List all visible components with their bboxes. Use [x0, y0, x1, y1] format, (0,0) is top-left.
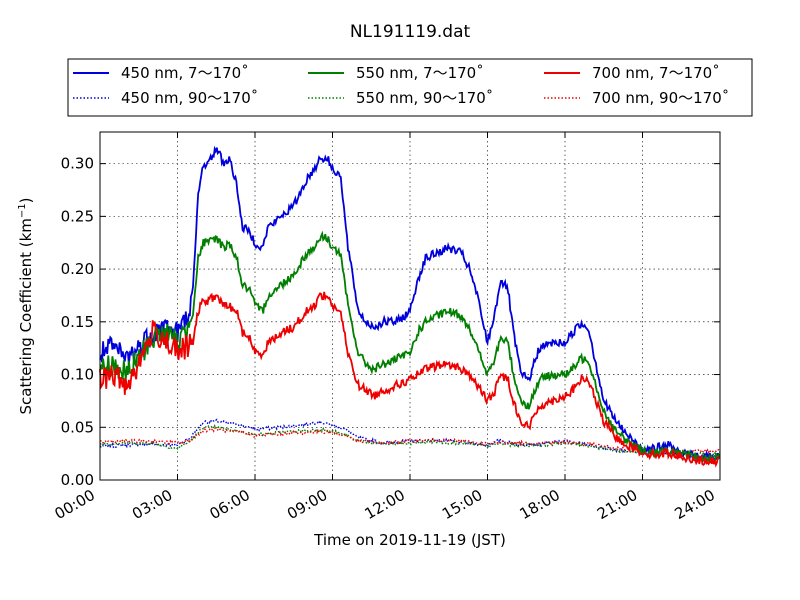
legend-box [67, 58, 753, 117]
legend-label: 450 nm, 90～170˚ [121, 89, 258, 107]
x-tick-label: 15:00 [439, 486, 485, 523]
x-axis-label: Time on 2019-11-19 (JST) [313, 531, 506, 549]
x-tick-label: 12:00 [362, 486, 408, 523]
y-tick-label: 0.10 [61, 366, 94, 384]
x-tick-label: 03:00 [129, 486, 175, 523]
y-axis-label: Scattering Coefficient (km−1) [17, 197, 35, 414]
y-tick-label: 0.15 [61, 313, 94, 331]
chart-title: NL191119.dat [350, 22, 471, 42]
x-tick-label: 18:00 [517, 486, 563, 523]
x-tick-label: 00:00 [52, 486, 98, 523]
y-tick-label: 0.25 [61, 207, 94, 225]
x-tick-label: 21:00 [594, 486, 640, 523]
y-axis-label-main: Scattering Coefficient (km [17, 218, 35, 414]
y-axis-label-sup: −1 [17, 203, 28, 218]
series-line [99, 230, 721, 464]
legend-label: 700 nm, 90～170˚ [592, 89, 729, 107]
series-line [99, 145, 721, 463]
legend-label: 700 nm, 7～170˚ [592, 64, 720, 82]
legend-label: 450 nm, 7～170˚ [121, 64, 249, 82]
chart-legend: 450 nm, 7～170˚ 550 nm, 7～170˚ 700 nm, 7～17… [67, 58, 753, 117]
x-tick-label: 06:00 [207, 486, 253, 523]
y-tick-label: 0.30 [61, 155, 94, 173]
legend-label: 550 nm, 90～170˚ [356, 89, 493, 107]
y-axis-label-end: ) [17, 197, 35, 203]
y-tick-label: 0.00 [61, 471, 94, 489]
y-tick-label: 0.20 [61, 260, 94, 278]
series-line [99, 291, 721, 468]
x-tick-label: 24:00 [672, 486, 718, 523]
series-line [99, 424, 721, 458]
legend-label: 550 nm, 7～170˚ [356, 64, 484, 82]
series-line [99, 418, 721, 459]
plot-series [99, 145, 721, 468]
y-tick-label: 0.05 [61, 418, 94, 436]
x-tick-label: 09:00 [284, 486, 330, 523]
